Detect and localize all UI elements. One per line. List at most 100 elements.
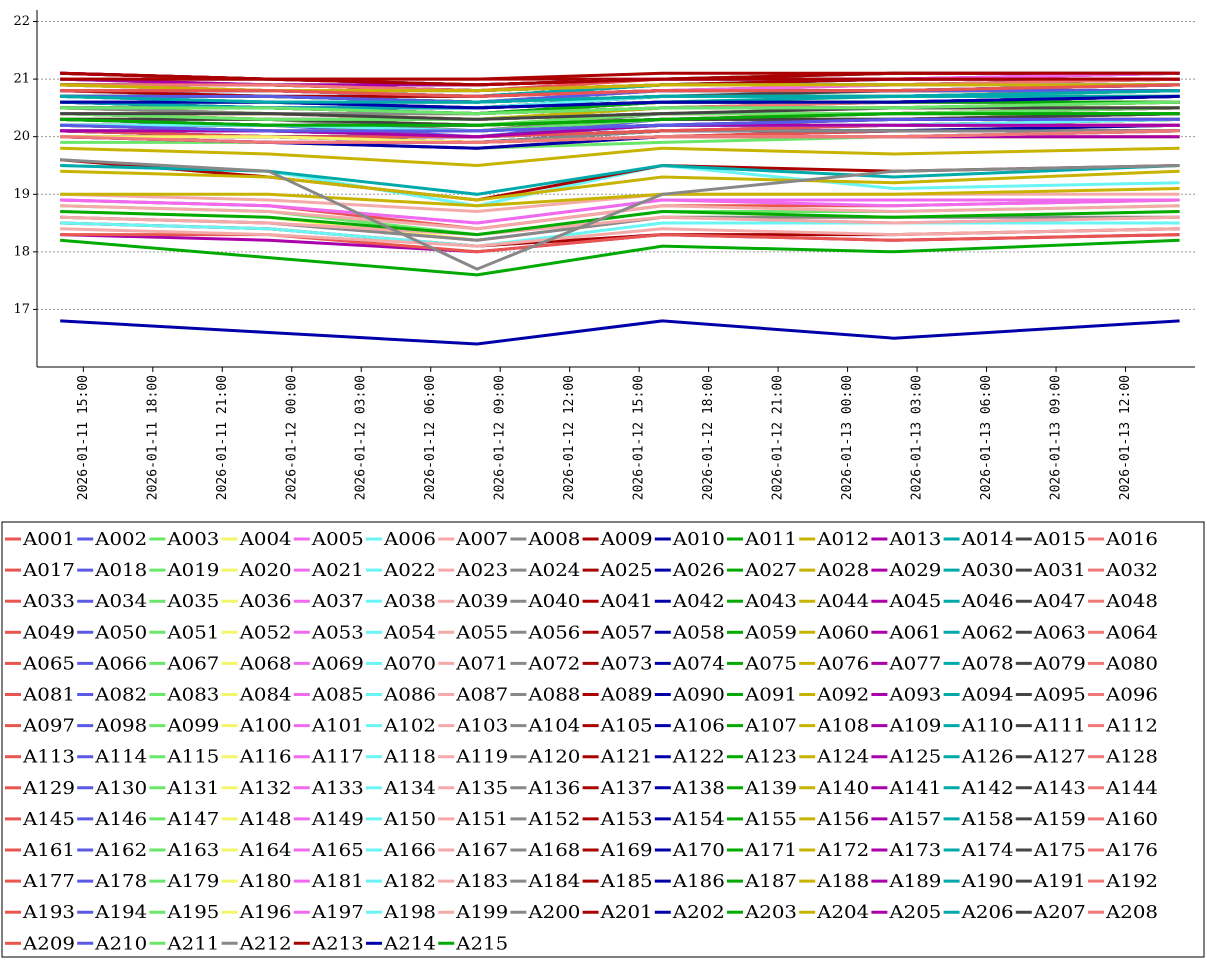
- legend-label: A178: [94, 871, 147, 892]
- legend-label: A012: [816, 529, 869, 550]
- legend-label: A021: [311, 560, 364, 581]
- legend-label: A101: [311, 716, 364, 737]
- legend-label: A121: [600, 747, 653, 768]
- legend-label: A131: [166, 778, 219, 799]
- legend-label: A109: [888, 716, 941, 737]
- legend-label: A195: [166, 902, 219, 923]
- legend-label: A160: [1105, 809, 1158, 830]
- legend-label: A076: [816, 653, 869, 674]
- legend-label: A116: [239, 747, 292, 768]
- series-line: [60, 169, 1180, 202]
- legend-label: A097: [22, 716, 75, 737]
- legend-label: A199: [455, 902, 508, 923]
- legend-label: A006: [383, 529, 436, 550]
- legend-label: A004: [239, 529, 292, 550]
- legend-label: A118: [383, 747, 436, 768]
- legend-label: A062: [961, 622, 1014, 643]
- legend-label: A071: [455, 653, 508, 674]
- legend-label: A039: [455, 591, 508, 612]
- series-line: [60, 233, 1180, 254]
- legend-label: A078: [961, 653, 1014, 674]
- legend-label: A003: [166, 529, 219, 550]
- legend-label: A091: [744, 685, 797, 706]
- legend-label: A151: [455, 809, 508, 830]
- legend-label: A215: [455, 933, 508, 954]
- legend-label: A130: [94, 778, 147, 799]
- legend-label: A208: [1105, 902, 1158, 923]
- legend-label: A181: [311, 871, 364, 892]
- legend-label: A172: [816, 840, 869, 861]
- legend-label: A048: [1105, 591, 1158, 612]
- legend-label: A084: [239, 685, 292, 706]
- legend-label: A080: [1105, 653, 1158, 674]
- legend-label: A095: [1033, 685, 1086, 706]
- x-tick-label: 2026-01-11 15:00: [76, 375, 91, 500]
- legend-label: A146: [94, 809, 147, 830]
- legend-label: A049: [22, 622, 75, 643]
- series-line: [60, 100, 1180, 116]
- legend-label: A192: [1105, 871, 1158, 892]
- legend-label: A026: [672, 560, 725, 581]
- legend-label: A145: [22, 809, 75, 830]
- legend-label: A163: [166, 840, 219, 861]
- legend-label: A075: [744, 653, 797, 674]
- legend-label: A087: [455, 685, 508, 706]
- legend-label: A044: [816, 591, 869, 612]
- legend-label: A150: [383, 809, 436, 830]
- legend-label: A123: [744, 747, 797, 768]
- legend-label: A027: [744, 560, 797, 581]
- legend-label: A107: [744, 716, 797, 737]
- x-tick-label: 2026-01-12 03:00: [354, 375, 369, 500]
- legend-label: A161: [22, 840, 75, 861]
- series-line: [60, 129, 1180, 144]
- x-tick-label: 2026-01-12 15:00: [632, 375, 647, 500]
- legend-label: A023: [455, 560, 508, 581]
- legend-label: A072: [527, 653, 580, 674]
- legend-label: A034: [94, 591, 147, 612]
- legend-label: A017: [22, 560, 75, 581]
- series-line: [60, 89, 1180, 104]
- legend-label: A093: [888, 685, 941, 706]
- series-line: [60, 319, 1180, 346]
- legend-label: A020: [239, 560, 292, 581]
- x-tick-label: 2026-01-13 09:00: [1049, 375, 1064, 500]
- legend-label: A025: [600, 560, 653, 581]
- legend-label: A212: [239, 933, 292, 954]
- x-tick-label: 2026-01-12 09:00: [493, 375, 508, 500]
- x-tick-label: 2026-01-12 12:00: [562, 375, 577, 500]
- legend-label: A036: [239, 591, 292, 612]
- legend-label: A054: [383, 622, 436, 643]
- legend-label: A114: [94, 747, 147, 768]
- legend-label: A210: [94, 933, 147, 954]
- legend-label: A206: [961, 902, 1014, 923]
- legend-label: A110: [961, 716, 1014, 737]
- legend-label: A180: [239, 871, 292, 892]
- legend-label: A156: [816, 809, 869, 830]
- legend-label: A127: [1033, 747, 1086, 768]
- legend-label: A177: [22, 871, 75, 892]
- x-tick-label: 2026-01-12 06:00: [423, 375, 438, 500]
- legend-label: A147: [166, 809, 219, 830]
- legend-label: A153: [600, 809, 653, 830]
- legend-label: A124: [816, 747, 869, 768]
- legend-label: A165: [311, 840, 364, 861]
- legend-label: A033: [22, 591, 75, 612]
- legend-label: A139: [744, 778, 797, 799]
- legend-label: A187: [744, 871, 797, 892]
- legend-label: A207: [1033, 902, 1086, 923]
- legend-label: A169: [600, 840, 653, 861]
- x-tick-label: 2026-01-13 06:00: [979, 375, 994, 500]
- legend-label: A198: [383, 902, 436, 923]
- legend-label: A011: [744, 529, 797, 550]
- legend-label: A022: [383, 560, 436, 581]
- legend-label: A104: [527, 716, 580, 737]
- x-tick-label: 2026-01-13 03:00: [910, 375, 925, 500]
- legend-label: A082: [94, 685, 147, 706]
- legend-box: [1, 521, 1205, 958]
- legend-label: A173: [888, 840, 941, 861]
- legend-label: A014: [961, 529, 1014, 550]
- legend-label: A066: [94, 653, 147, 674]
- legend-label: A029: [888, 560, 941, 581]
- legend-label: A064: [1105, 622, 1158, 643]
